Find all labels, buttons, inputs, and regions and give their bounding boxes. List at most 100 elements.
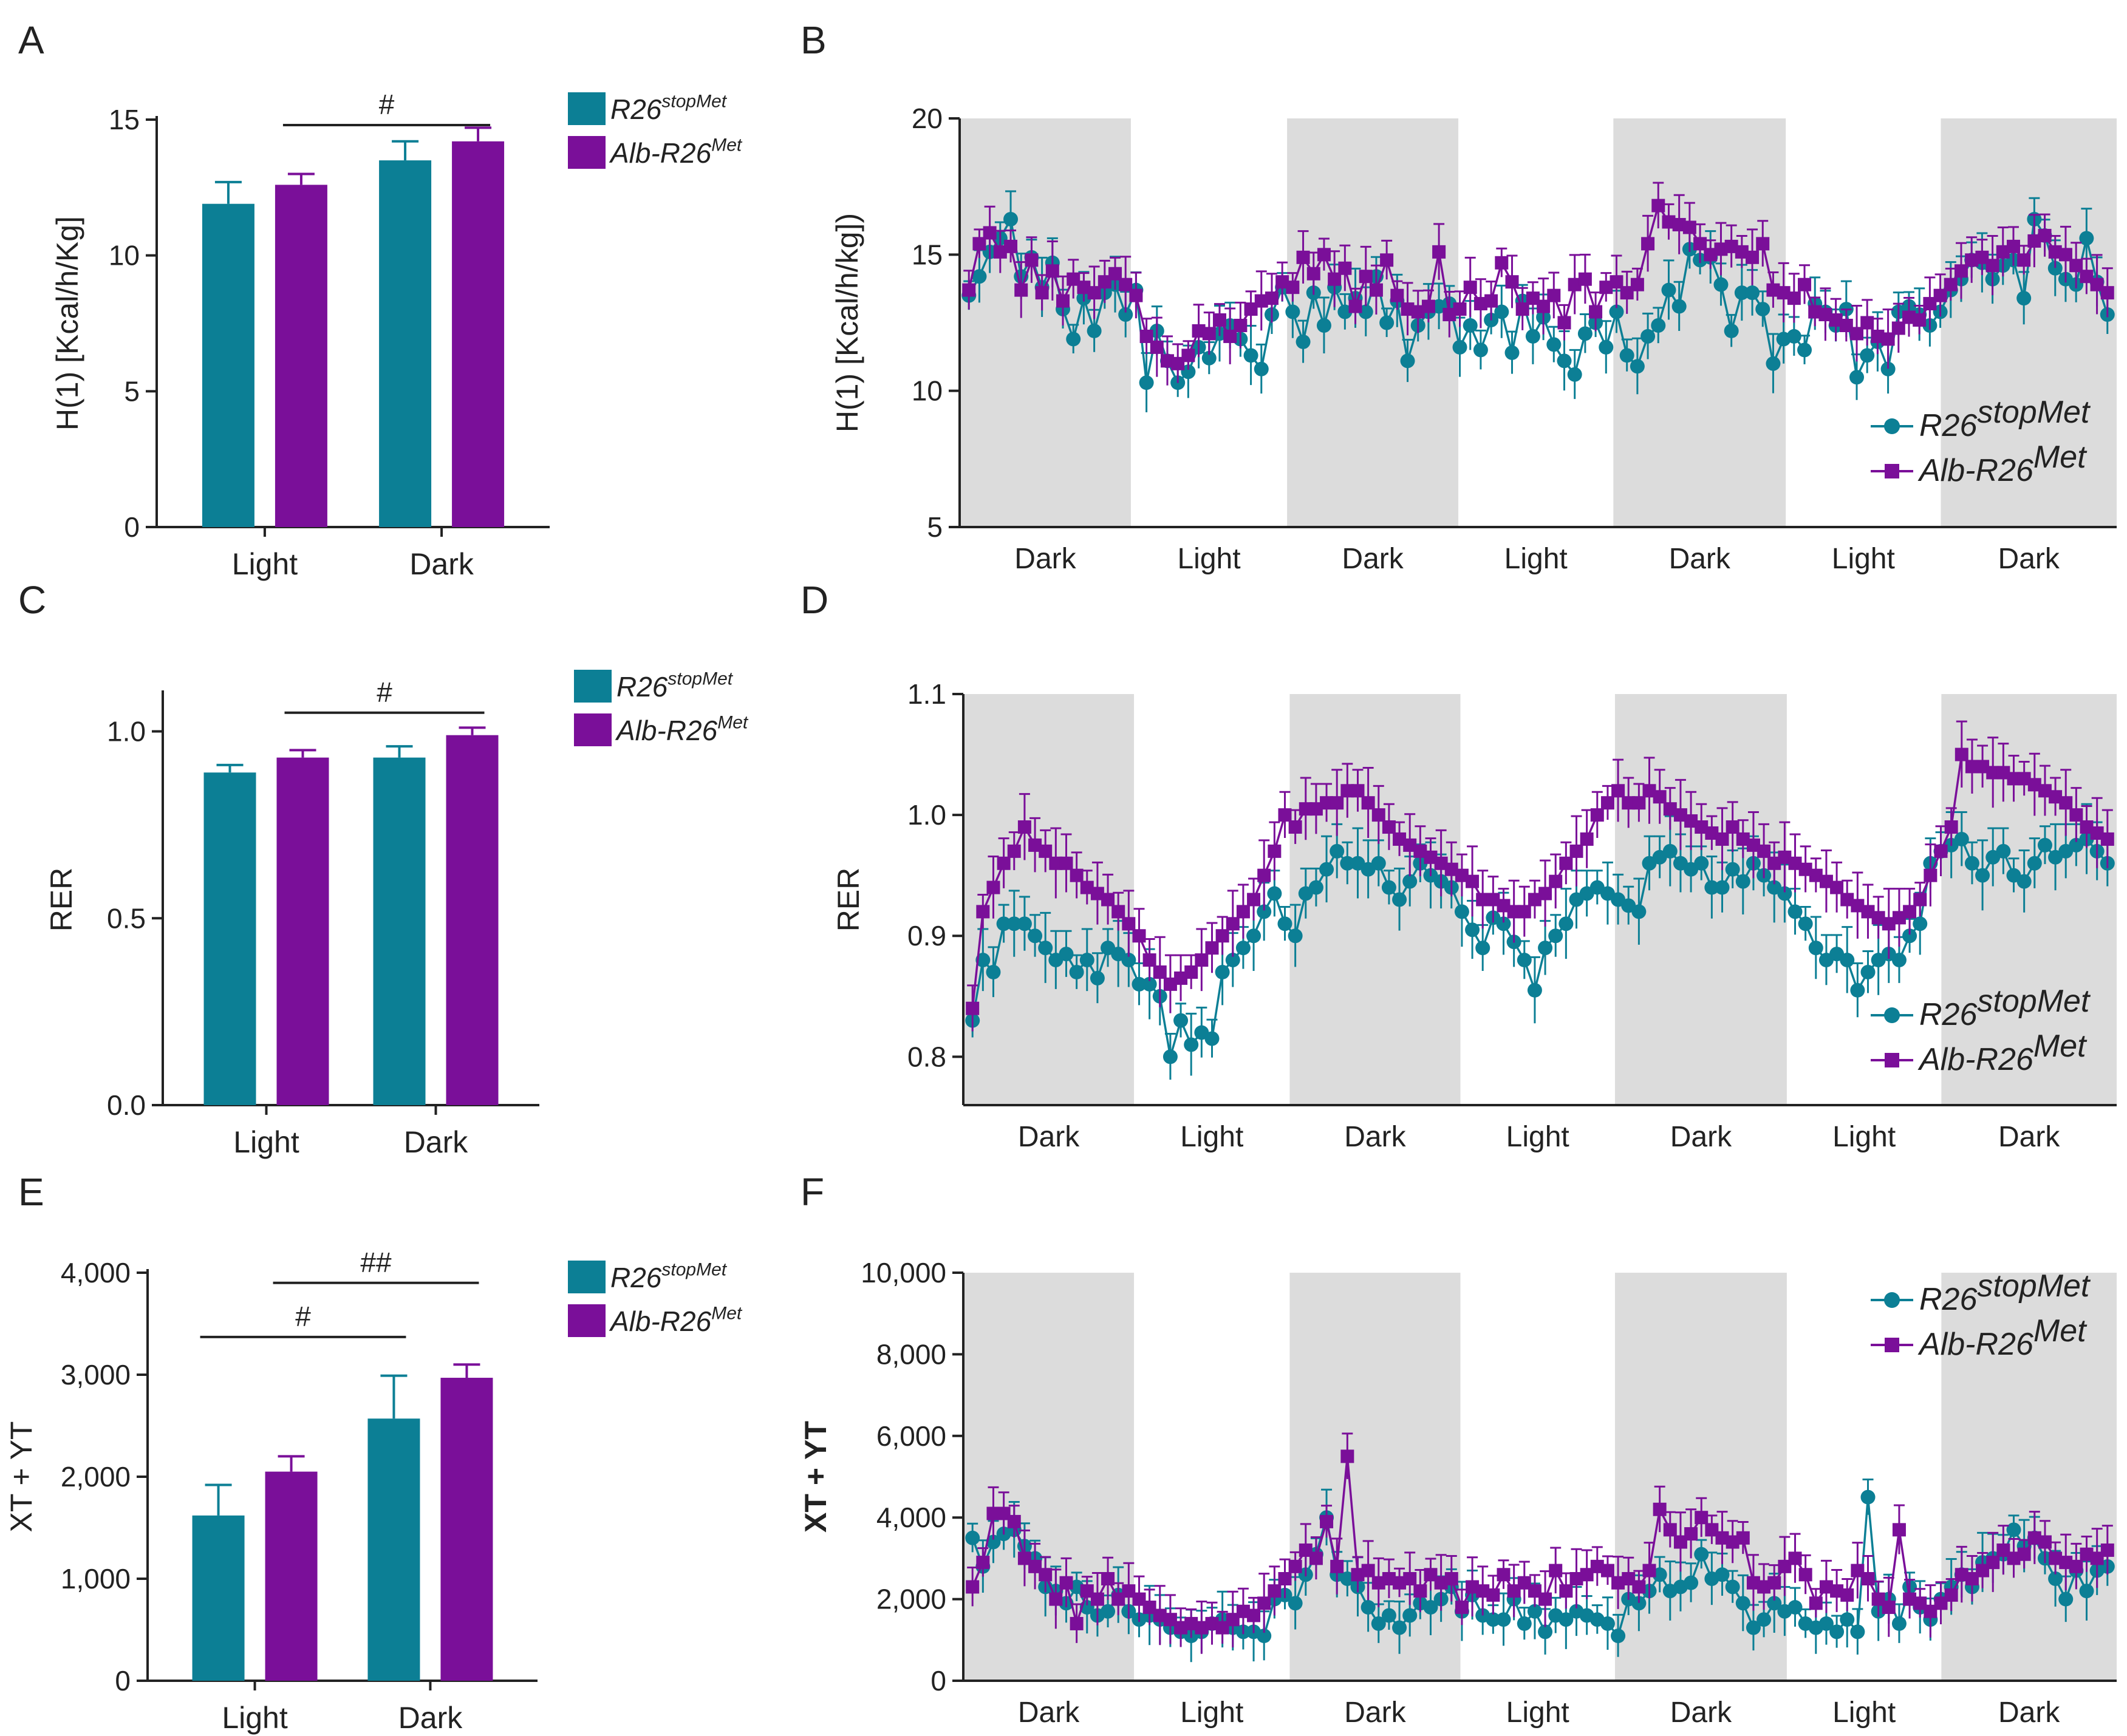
significance-label: ##: [360, 1247, 392, 1278]
legend-superscript: stopMet: [667, 669, 733, 689]
data-point: [2017, 772, 2031, 786]
data-point: [1025, 253, 1039, 267]
data-point: [2079, 1584, 2094, 1599]
data-point: [1892, 1523, 1906, 1537]
data-point: [1379, 315, 1395, 330]
data-point: [2037, 837, 2052, 853]
y-tick-label: 1.0: [107, 716, 146, 747]
data-point: [1527, 1604, 1542, 1619]
data-point: [1257, 868, 1271, 882]
y-tick-label: 4,000: [876, 1502, 946, 1533]
data-point: [1694, 1547, 1709, 1562]
data-point: [1568, 277, 1582, 291]
data-point: [1787, 1600, 1803, 1615]
data-point: [1965, 1572, 1979, 1585]
data-point: [1641, 237, 1655, 251]
data-point: [1538, 941, 1553, 956]
data-point: [1466, 1580, 1480, 1594]
data-point: [1069, 1579, 1084, 1595]
data-point: [1934, 844, 1948, 858]
data-point: [1786, 328, 1801, 344]
data-point: [1080, 1584, 1094, 1598]
data-point: [1257, 904, 1272, 919]
data-point: [1486, 1588, 1500, 1602]
data-point: [1850, 1624, 1865, 1639]
data-point: [1549, 1564, 1563, 1578]
legend-name: R26: [1919, 997, 1977, 1032]
data-point: [1809, 1596, 1823, 1610]
data-point: [1632, 796, 1646, 810]
data-point: [1277, 916, 1292, 931]
data-point: [1028, 838, 1042, 852]
data-point: [1142, 1601, 1156, 1615]
bar-Alb-R26-Dark: [440, 1378, 493, 1681]
data-point: [1163, 1613, 1177, 1627]
data-point: [1671, 299, 1687, 314]
y-tick-label: 0.0: [107, 1089, 146, 1121]
data-point: [1965, 253, 1979, 267]
data-point: [1288, 928, 1303, 944]
data-point: [2049, 790, 2063, 804]
data-point: [1254, 361, 1269, 376]
legend-marker: [1884, 1007, 1900, 1023]
period-label: Dark: [1998, 1121, 2060, 1153]
data-point: [2059, 796, 2073, 810]
data-point: [1976, 1564, 1990, 1578]
data-point: [2100, 1543, 2114, 1557]
data-point: [1642, 1564, 1656, 1578]
data-point: [1767, 1576, 1781, 1590]
data-point: [1171, 356, 1185, 370]
data-point: [1839, 318, 1853, 332]
data-point: [1351, 1568, 1365, 1582]
data-point: [1777, 286, 1791, 300]
data-point: [1236, 1604, 1250, 1618]
data-point: [1537, 299, 1551, 313]
significance-label: #: [379, 89, 395, 120]
data-point: [975, 953, 991, 968]
bar-R26-Light: [192, 1515, 245, 1681]
data-point: [1268, 1584, 1282, 1598]
legend-entry: Alb-R26Met: [1917, 1313, 2088, 1362]
y-tick-label: 0: [115, 1665, 131, 1697]
y-tick-label: 10: [109, 240, 140, 271]
data-point: [1278, 808, 1292, 822]
data-point: [1039, 1568, 1053, 1582]
data-point: [2038, 228, 2052, 242]
x-tick-label: Dark: [398, 1701, 463, 1735]
data-point: [1766, 283, 1780, 297]
data-point: [1235, 941, 1251, 956]
bar-R26-Dark: [367, 1418, 420, 1681]
data-point: [1381, 1608, 1396, 1623]
data-point: [1860, 316, 1874, 330]
data-point: [1653, 790, 1667, 804]
data-point: [1538, 1592, 1552, 1606]
data-point: [1132, 1592, 1146, 1606]
data-point: [1129, 288, 1143, 302]
data-point: [1338, 261, 1352, 275]
data-point: [1549, 874, 1563, 888]
data-point: [1421, 299, 1435, 313]
data-point: [1361, 1600, 1376, 1615]
data-point: [1642, 784, 1656, 798]
data-point: [2080, 270, 2094, 284]
period-label: Dark: [1018, 1697, 1080, 1729]
data-point: [1745, 285, 1760, 301]
legend-superscript: Met: [2033, 1029, 2088, 1064]
data-point: [1087, 286, 1101, 300]
data-point: [1976, 760, 1990, 774]
data-point: [1463, 318, 1478, 333]
data-point: [1119, 277, 1133, 291]
data-point: [2090, 826, 2104, 840]
data-point: [1600, 796, 1614, 810]
period-label: Light: [1506, 1121, 1569, 1153]
data-point: [1735, 1596, 1750, 1611]
data-point: [1215, 964, 1230, 979]
data-point: [1850, 982, 1865, 998]
period-label: Light: [1832, 1697, 1896, 1729]
data-point: [1975, 868, 1990, 883]
data-point: [1371, 1616, 1386, 1631]
data-point: [1850, 327, 1864, 341]
legend-superscript: Met: [2033, 1313, 2088, 1349]
data-point: [2090, 277, 2104, 291]
data-point: [1316, 318, 1331, 333]
